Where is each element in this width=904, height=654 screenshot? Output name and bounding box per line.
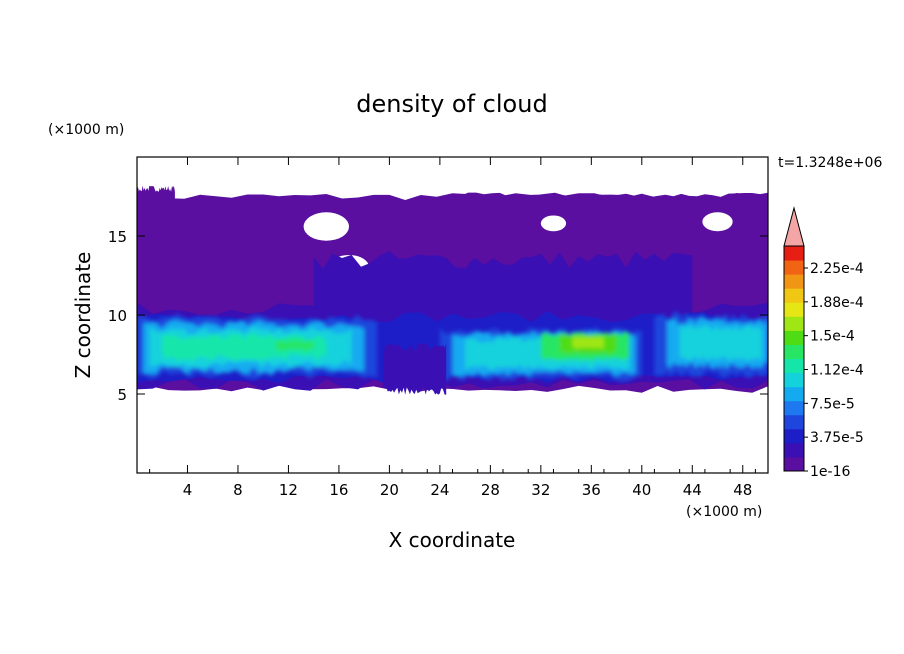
- colorbar-swatch: [784, 414, 804, 430]
- y-axis-ticks: 5 10 15: [108, 228, 768, 404]
- x-tick-label: 8: [233, 481, 243, 499]
- colorbar-swatch: [784, 302, 804, 317]
- cloud-core: [162, 333, 327, 362]
- x-axis-ticks: 4 8 12 16 20 24 28 32 36 40 44 48: [149, 157, 756, 499]
- time-label: t=1.3248e+06: [778, 155, 882, 171]
- y-unit-label: (×1000 m): [48, 122, 124, 138]
- x-axis-label: X coordinate: [389, 528, 516, 552]
- colorbar-label: 1.12e-4: [810, 363, 864, 379]
- colorbar-swatch: [784, 288, 804, 303]
- gap-channel: [383, 342, 447, 395]
- clear-gap: [303, 212, 350, 241]
- x-tick-label: 24: [430, 481, 449, 499]
- colorbar-swatch: [784, 274, 804, 289]
- cloud-core: [572, 336, 604, 350]
- colorbar-swatch: [784, 372, 804, 388]
- colorbar-swatch: [784, 442, 804, 458]
- x-tick-label: 36: [582, 481, 601, 499]
- contour-field: [137, 185, 768, 395]
- colorbar-swatch: [784, 386, 804, 402]
- colorbar-swatch: [784, 246, 804, 261]
- colorbar-swatch: [784, 428, 804, 444]
- colorbar-swatch: [784, 260, 804, 275]
- x-unit-label: (×1000 m): [686, 504, 762, 520]
- colorbar-swatch: [784, 400, 804, 416]
- colorbar-label: 1e-16: [810, 464, 850, 480]
- colorbar-overflow-arrow: [783, 206, 805, 247]
- colorbar-label: 7.5e-5: [810, 396, 855, 412]
- cloud-cores: [137, 312, 768, 383]
- colorbar-swatch: [784, 344, 804, 359]
- colorbar-label: 1.88e-4: [810, 295, 864, 311]
- x-tick-label: 28: [481, 481, 500, 499]
- x-tick-label: 48: [733, 481, 752, 499]
- background-cap-east: [452, 192, 768, 215]
- colorbar-label: 1.5e-4: [810, 329, 855, 345]
- chart-title: density of cloud: [356, 90, 547, 118]
- x-tick-label: 32: [531, 481, 550, 499]
- x-tick-label: 44: [683, 481, 702, 499]
- colorbar-swatch: [784, 456, 804, 472]
- colorbar-swatch: [784, 316, 804, 331]
- colorbar-swatch: [784, 358, 804, 374]
- x-tick-label: 4: [183, 481, 193, 499]
- colorbar-swatch: [784, 330, 804, 345]
- colorbar-label: 3.75e-5: [810, 430, 864, 446]
- x-tick-label: 40: [632, 481, 651, 499]
- x-tick-label: 12: [279, 481, 298, 499]
- y-tick-label: 5: [117, 386, 127, 404]
- x-tick-label: 16: [329, 481, 348, 499]
- cloud-core: [679, 324, 762, 362]
- colorbar: 2.25e-4 1.88e-4 1.5e-4 1.12e-4 7.5e-5 3.75e-5…: [783, 206, 864, 480]
- y-tick-label: 15: [108, 228, 127, 246]
- cloud-core: [275, 338, 314, 353]
- clear-gap: [540, 215, 567, 232]
- background-cap-west: [137, 185, 175, 232]
- y-axis-label: Z coordinate: [71, 252, 95, 379]
- clear-gap: [702, 212, 733, 232]
- colorbar-frame: [783, 245, 805, 472]
- y-tick-label: 10: [108, 307, 127, 325]
- x-tick-label: 20: [380, 481, 399, 499]
- colorbar-label: 2.25e-4: [810, 261, 864, 277]
